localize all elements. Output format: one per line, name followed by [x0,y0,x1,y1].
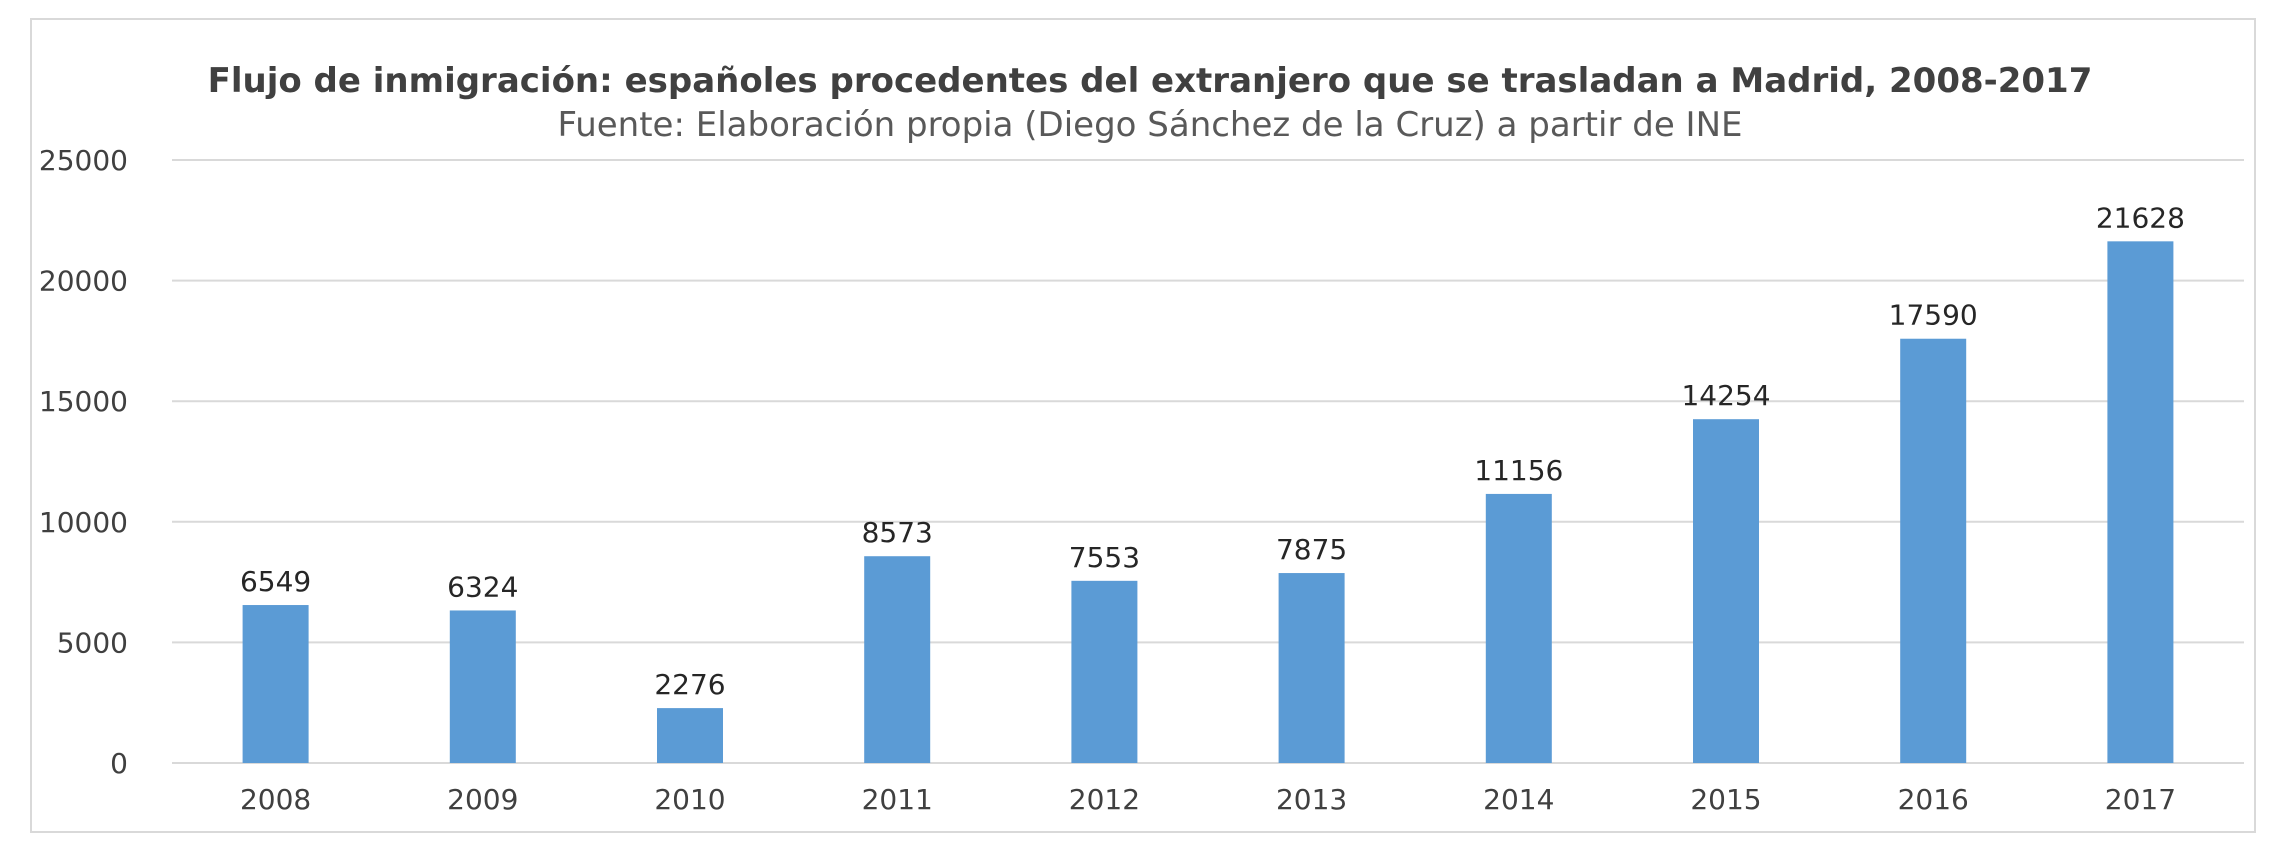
chart-frame: Flujo de inmigración: españoles proceden… [30,18,2256,833]
bar-chart: Flujo de inmigración: españoles proceden… [39,61,2244,816]
chart-subtitle: Fuente: Elaboración propia (Diego Sánche… [558,105,1743,145]
chart-title: Flujo de inmigración: españoles proceden… [208,61,2093,101]
data-label-2016: 17590 [1889,299,1978,332]
x-tick-label: 2017 [2105,783,2176,816]
data-labels: 6549 6324 2276 8573 7553 7875 11156 14254 17590 2… [240,201,2185,701]
bar-2015 [1693,419,1759,763]
x-tick-label: 2016 [1898,783,1969,816]
y-tick-label: 15000 [39,385,128,418]
data-label-2015: 14254 [1681,379,1770,412]
x-tick-label: 2012 [1069,783,1140,816]
bars [242,241,2174,763]
bar-2012 [1071,580,1138,763]
y-axis-ticks: 0 5000 10000 15000 20000 25000 [39,144,128,780]
x-tick-label: 2014 [1483,783,1554,816]
bar-2017 [2107,241,2174,763]
x-tick-label: 2011 [862,783,933,816]
x-tick-label: 2015 [1690,783,1761,816]
gridlines [172,159,2244,764]
data-label-2009: 6324 [447,570,518,603]
data-label-2011: 8573 [862,516,933,549]
x-tick-label: 2008 [240,783,311,816]
data-label-2017: 21628 [2096,201,2185,234]
y-tick-label: 20000 [39,265,128,298]
bar-2013 [1278,573,1345,763]
bar-2009 [449,610,516,763]
y-tick-label: 0 [110,747,128,780]
data-label-2014: 11156 [1474,454,1563,487]
data-label-2010: 2276 [654,668,725,701]
data-label-2008: 6549 [240,565,311,598]
bar-2016 [1900,338,1967,763]
x-tick-label: 2009 [447,783,518,816]
bar-2011 [864,556,931,763]
bar-2008 [242,605,309,763]
y-tick-label: 5000 [57,626,128,659]
data-label-2013: 7875 [1276,533,1347,566]
bar-2014 [1485,493,1552,763]
bar-2010 [657,708,723,763]
x-tick-label: 2010 [654,783,725,816]
x-tick-label: 2013 [1276,783,1347,816]
y-tick-label: 10000 [39,506,128,539]
y-tick-label: 25000 [39,144,128,177]
data-label-2012: 7553 [1069,541,1140,574]
x-axis-ticks: 2008 2009 2010 2011 2012 2013 2014 2015 2016 2017 [240,783,2176,816]
